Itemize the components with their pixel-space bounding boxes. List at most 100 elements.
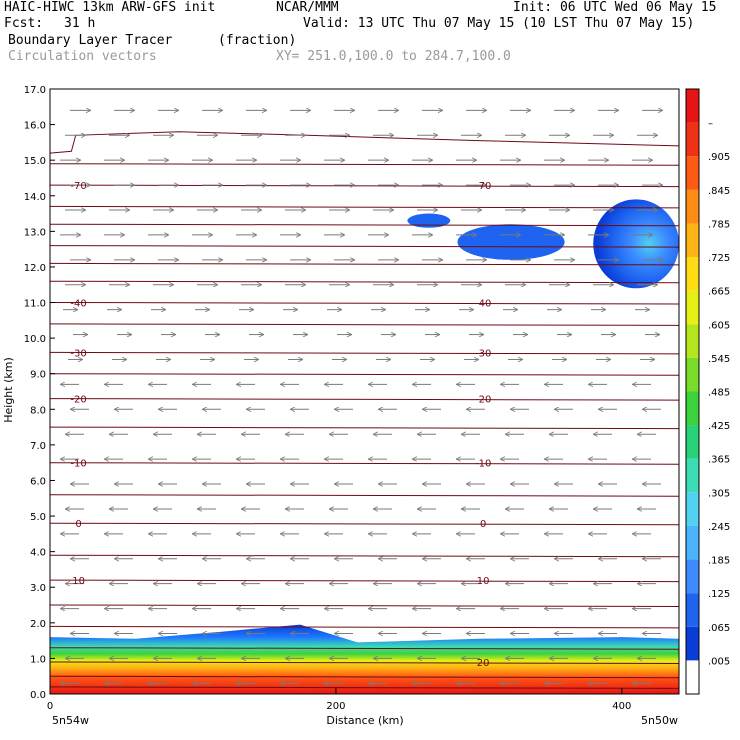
temperature-contour [50, 604, 679, 607]
contour-label: 0 [480, 519, 486, 530]
colorbar-swatch [686, 290, 699, 325]
temperature-contour [50, 262, 679, 266]
contour-label: 0 [75, 519, 81, 530]
contour-label: -70 [70, 181, 86, 192]
colorbar-label: .185 [708, 556, 730, 567]
init-time: Init: 06 UTC Wed 06 May 15 [513, 0, 717, 15]
temperature-contour [50, 462, 679, 465]
temperature-contour [50, 351, 679, 355]
colorbar-label: .605 [708, 320, 730, 331]
plot-frame [49, 88, 680, 695]
upper-tracer-patch [593, 199, 679, 289]
contour-label: -30 [70, 348, 86, 359]
colorbar-swatch [686, 324, 699, 358]
contour-label: -10 [475, 459, 491, 470]
colorbar-label: .365 [708, 455, 730, 466]
x-start-location: 5n54w [52, 714, 89, 727]
y-tick-label: 4.0 [30, 548, 46, 559]
colorbar-swatch [686, 391, 699, 426]
temperature-contour [50, 302, 679, 305]
colorbar-swatch [686, 156, 699, 190]
y-axis-title: Height (km) [2, 357, 15, 423]
temperature-contour [50, 647, 679, 650]
contour-label: 10 [72, 576, 85, 587]
colorbar-swatch [686, 122, 699, 157]
tropopause-contour [50, 131, 679, 154]
colorbar-label: .305 [708, 488, 730, 499]
colorbar-swatch [686, 492, 699, 526]
y-tick-label: 6.0 [30, 476, 46, 487]
x-tick-label: 200 [326, 701, 345, 712]
temperature-contour [50, 661, 679, 664]
colorbar-label: .245 [708, 522, 730, 533]
contour-label: 10 [477, 576, 490, 587]
temperature-contour [50, 280, 679, 284]
temperature-contour [50, 625, 679, 629]
forecast-hour: 31 h [64, 16, 96, 31]
org-label: NCAR/MMM [276, 0, 339, 15]
colorbar-label: .485 [708, 388, 730, 399]
y-tick-label: 2.0 [30, 619, 46, 630]
colorbar-swatch [686, 257, 699, 291]
contour-label: -40 [475, 299, 491, 310]
colorbar-frame [685, 88, 700, 695]
y-tick-label: 7.0 [30, 441, 46, 452]
colorbar-swatch [686, 223, 699, 258]
cross-section-coords: XY= 251.0,100.0 to 284.7,100.0 [276, 49, 511, 64]
y-tick-label: 12.0 [24, 263, 46, 274]
temperature-contour [50, 245, 679, 248]
temperature-contour [50, 494, 679, 497]
field-name: Boundary Layer Tracer [8, 33, 173, 48]
colorbar-swatch [686, 425, 699, 459]
y-tick-label: 15.0 [24, 156, 46, 167]
forecast-label: Fcst: [4, 16, 44, 31]
temperature-contour [50, 223, 679, 227]
temperature-contour [50, 522, 679, 526]
valid-time: Valid: 13 UTC Thu 07 May 15 (10 LST Thu … [303, 16, 695, 31]
y-tick-label: 0.0 [30, 690, 46, 701]
temperature-contour [50, 686, 679, 689]
y-tick-label: 5.0 [30, 512, 46, 523]
field-units: (fraction) [218, 33, 297, 48]
x-axis-title: Distance (km) [326, 714, 403, 727]
colorbar-label: .125 [708, 589, 730, 600]
colorbar-label: .425 [708, 421, 730, 432]
temperature-contour [50, 398, 679, 401]
colorbar-label: .845 [708, 186, 730, 197]
model-title: HAIC-HIWC 13km ARW-GFS init [4, 0, 216, 15]
colorbar-swatch [686, 525, 699, 560]
colorbar-swatch [686, 357, 699, 392]
colorbar: .005 .065 .125 .185 .245 .305 .365 .425 .485 .545… [685, 88, 730, 695]
contour-label: -30 [475, 348, 491, 359]
colorbar-swatch [686, 89, 699, 123]
y-tick-label: 16.0 [24, 121, 46, 132]
temperature-contour [50, 579, 679, 583]
colorbar-swatch [686, 559, 699, 594]
x-end-location: 5n50w [641, 714, 678, 727]
colorbar-label: .665 [708, 287, 730, 298]
contour-label: -20 [70, 395, 86, 406]
temperature-contour [50, 184, 679, 188]
colorbar-label: .065 [708, 623, 730, 634]
temperature-contour [50, 426, 679, 430]
temperature-contour [50, 163, 679, 166]
colorbar-swatch [686, 458, 699, 493]
upper-tracer-patch [407, 213, 451, 228]
y-tick-label: 14.0 [24, 192, 46, 203]
upper-tracer-patch [457, 224, 565, 260]
x-tick-label: 0 [47, 701, 53, 712]
colorbar-label: .545 [708, 354, 730, 365]
colorbar-swatch [686, 660, 699, 694]
y-tick-label: 10.0 [24, 334, 46, 345]
contour-label: 20 [477, 658, 490, 669]
y-tick-label: 11.0 [24, 299, 46, 310]
colorbar-swatch [686, 626, 699, 661]
colorbar-label: .725 [708, 253, 730, 264]
temperature-contour [50, 554, 679, 558]
y-tick-label: 3.0 [30, 583, 46, 594]
temperature-contour [50, 323, 679, 326]
y-tick-label: 1.0 [30, 654, 46, 665]
y-tick-label: 17.0 [24, 85, 46, 96]
temperature-contour [50, 205, 679, 209]
